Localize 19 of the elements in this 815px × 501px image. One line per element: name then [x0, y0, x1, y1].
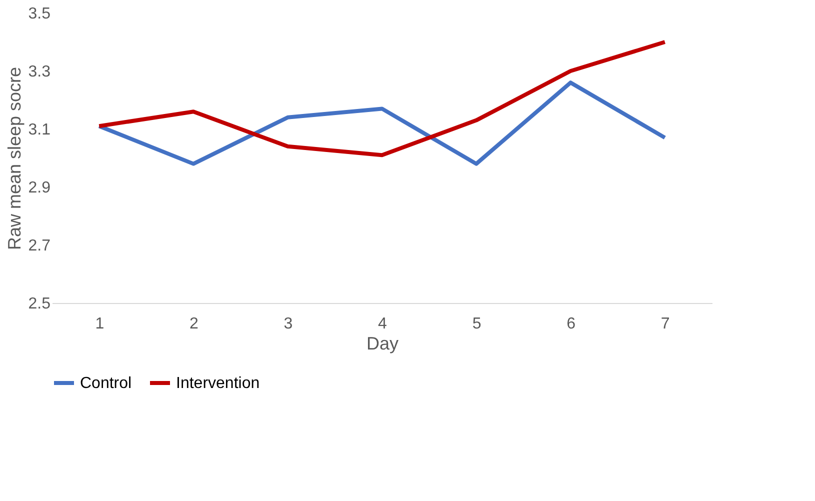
y-tick-label: 2.9: [28, 180, 51, 196]
x-tick-label: 7: [660, 316, 670, 332]
line-series: [97, 80, 667, 166]
x-tick-label: 3: [284, 316, 293, 332]
y-tick-label: 2.7: [28, 238, 51, 254]
x-tick-label: 4: [378, 316, 388, 332]
x-tick-label: 1: [95, 316, 104, 332]
y-tick-label: 3.3: [28, 64, 51, 80]
x-tick-label: 6: [566, 316, 576, 332]
x-tick-label: 5: [472, 316, 482, 332]
x-axis-title: Day: [366, 334, 399, 354]
y-tick-label: 2.5: [28, 296, 51, 312]
legend-label: Control: [80, 375, 132, 392]
y-tick-label: 3.1: [28, 122, 51, 138]
legend-label: Intervention: [176, 375, 260, 392]
y-tick-label: 3.5: [28, 6, 51, 22]
line-series: [97, 40, 667, 158]
x-tick-label: 2: [189, 316, 198, 332]
y-axis-title: Raw mean sleep socre: [4, 66, 24, 250]
